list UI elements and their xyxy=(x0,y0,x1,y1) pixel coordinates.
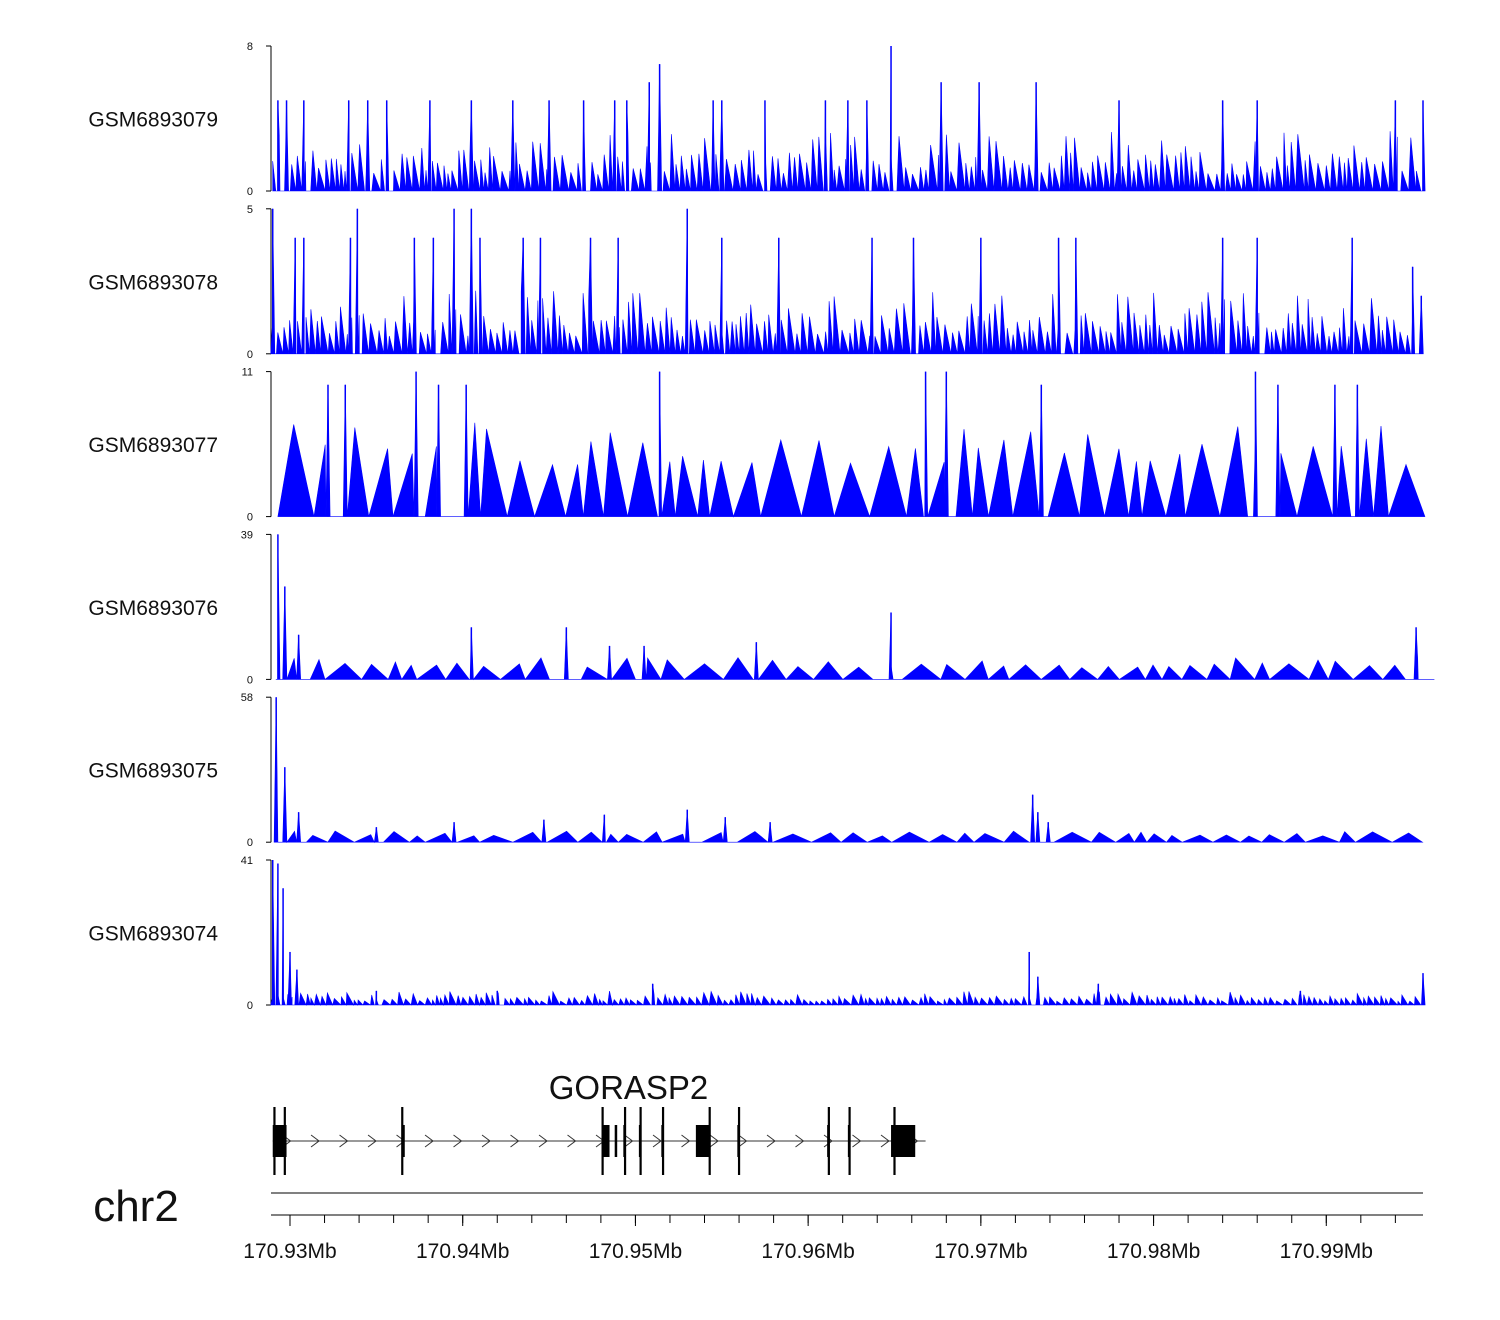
coverage-area xyxy=(273,697,1424,844)
exon-2 xyxy=(402,1125,405,1157)
exon-8 xyxy=(695,1125,710,1157)
y-tick-label-max: 58 xyxy=(241,692,253,704)
y-tick-label-min: 0 xyxy=(247,512,253,524)
strand-arrow xyxy=(367,1134,377,1148)
strand-arrow xyxy=(880,1134,890,1148)
y-tick-label-min: 0 xyxy=(247,837,253,849)
x-tick-label: 170.97Mb xyxy=(934,1240,1027,1263)
y-tick-label-max: 5 xyxy=(247,204,253,216)
strand-arrow xyxy=(339,1134,349,1148)
strand-arrow xyxy=(681,1134,691,1148)
gene-name: GORASP2 xyxy=(549,1069,709,1106)
strand-arrow xyxy=(852,1134,862,1148)
strand-arrow xyxy=(709,1134,719,1148)
exon-0 xyxy=(272,1125,285,1157)
x-tick-label: 170.98Mb xyxy=(1107,1240,1200,1263)
x-tick-label: 170.96Mb xyxy=(761,1240,854,1263)
track-GSM6893074: GSM6893074 41 0 xyxy=(88,855,1426,1012)
strand-arrow xyxy=(795,1134,805,1148)
strand-arrow xyxy=(424,1134,434,1148)
y-tick-label-max: 39 xyxy=(241,529,253,541)
track-GSM6893076: GSM6893076 39 0 xyxy=(88,529,1435,686)
track-label: GSM6893077 xyxy=(88,434,218,457)
strand-arrow xyxy=(624,1134,634,1148)
coverage-area xyxy=(270,859,1426,1007)
track-GSM6893078: GSM6893078 5 0 xyxy=(88,204,1424,361)
strand-arrow xyxy=(823,1134,833,1148)
exon-4 xyxy=(614,1125,618,1157)
x-tick-label: 170.93Mb xyxy=(243,1240,336,1263)
track-label: GSM6893078 xyxy=(88,271,218,294)
coverage-tracks: GSM689307980GSM689307850GSM6893077110GSM… xyxy=(88,41,1435,1012)
strand-arrow xyxy=(766,1134,776,1148)
chromosome-label: chr2 xyxy=(93,1182,179,1231)
track-label: GSM6893074 xyxy=(88,923,218,946)
y-tick-label-max: 8 xyxy=(247,41,253,53)
coverage-area xyxy=(277,371,1426,518)
y-tick-label-min: 0 xyxy=(247,349,253,361)
coverage-area xyxy=(272,45,1426,192)
strand-arrow xyxy=(652,1134,662,1148)
y-tick-label-max: 11 xyxy=(242,367,253,379)
y-tick-label-max: 41 xyxy=(241,855,253,867)
coverage-area xyxy=(275,534,1435,681)
strand-arrow xyxy=(738,1134,748,1148)
genome-axis: chr2 170.93Mb 170.94Mb 170.95Mb 170.96Mb 170.… xyxy=(93,1182,1423,1263)
strand-arrow xyxy=(481,1134,491,1148)
y-tick-label-min: 0 xyxy=(247,1000,253,1012)
track-label: GSM6893076 xyxy=(88,597,218,620)
strand-arrow xyxy=(453,1134,463,1148)
track-label: GSM6893079 xyxy=(88,109,218,132)
y-tick-label-min: 0 xyxy=(247,674,253,686)
exon-14 xyxy=(894,1125,916,1157)
x-tick-label: 170.94Mb xyxy=(416,1240,509,1263)
x-tick-label: 170.95Mb xyxy=(589,1240,682,1263)
track-GSM6893075: GSM6893075 58 0 xyxy=(88,692,1424,849)
x-tick-label: 170.99Mb xyxy=(1280,1240,1373,1263)
y-tick-label-min: 0 xyxy=(247,186,253,198)
strand-arrow xyxy=(310,1134,320,1148)
track-GSM6893079: GSM6893079 8 0 xyxy=(88,41,1426,198)
exon-13 xyxy=(891,1125,895,1157)
strand-arrow xyxy=(538,1134,548,1148)
strand-arrow xyxy=(510,1134,520,1148)
track-GSM6893077: GSM6893077 11 0 xyxy=(88,367,1426,524)
exon-9 xyxy=(706,1125,709,1157)
track-label: GSM6893075 xyxy=(88,760,218,783)
exon-3 xyxy=(602,1125,610,1157)
strand-arrow xyxy=(567,1134,577,1148)
coverage-area xyxy=(270,208,1424,355)
gene-track: GORASP2 xyxy=(272,1069,926,1175)
